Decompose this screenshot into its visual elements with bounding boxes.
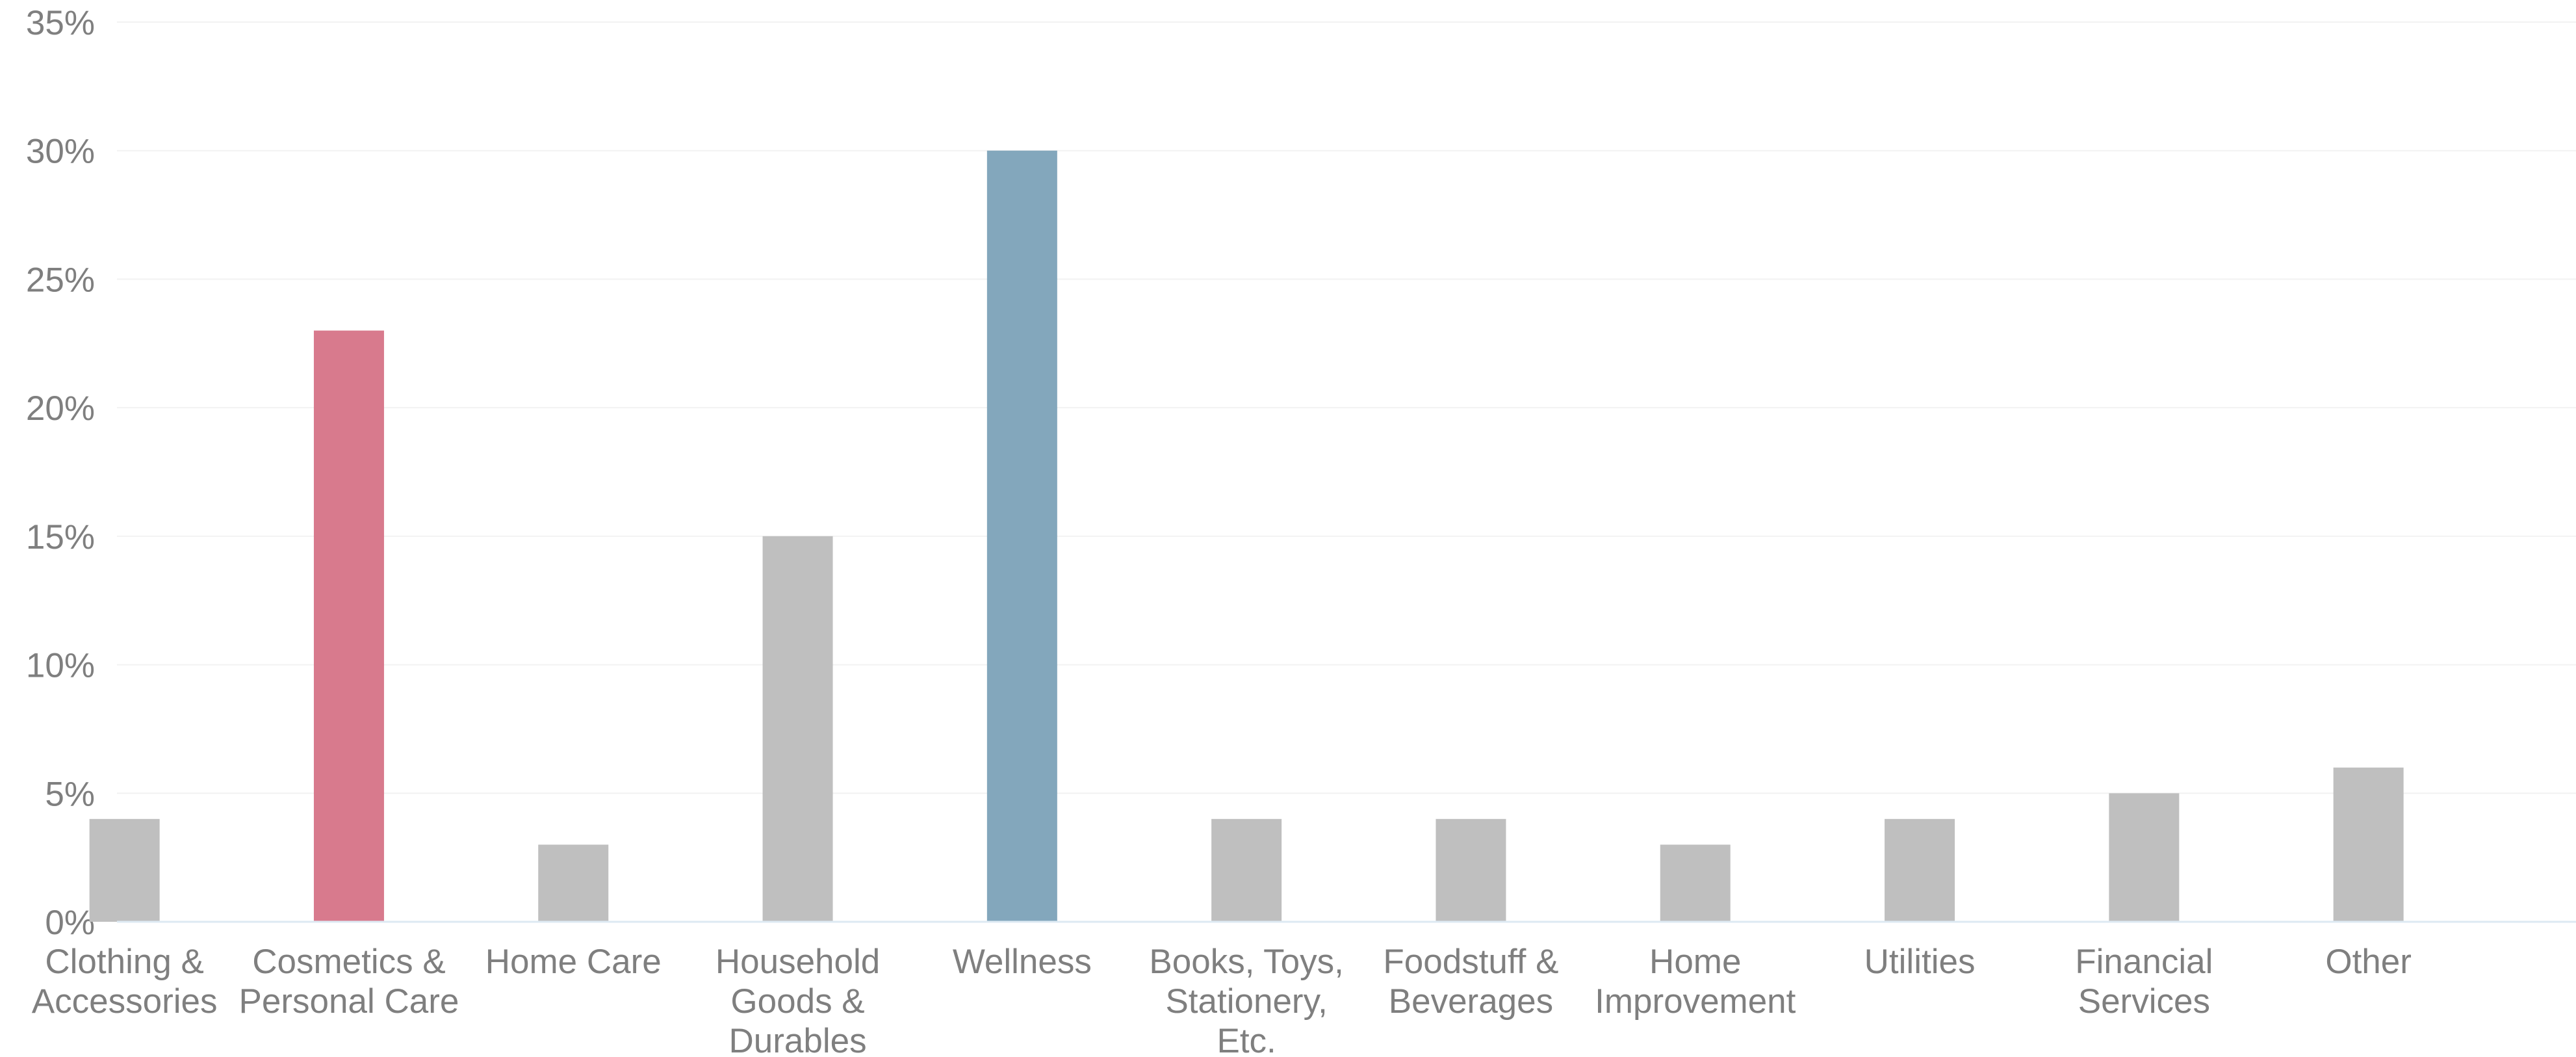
x-axis-category-labels: Clothing & Accessories Cosmetics & Personal… [32,943,2412,1057]
y-tick-label: 5% [45,775,95,813]
x-category-label: Utilities [1864,943,1976,981]
x-category-label: Clothing & Accessories [32,943,218,1021]
x-category-label: Financial Services [2075,943,2213,1021]
x-category-label: Wellness [953,943,1092,981]
grid-lines [117,21,2576,794]
y-tick-label: 35% [26,4,95,42]
x-category-label: Home Improvement [1595,943,1796,1021]
bars [89,150,2404,922]
bar [1885,818,1955,922]
bar [1436,818,1506,922]
y-tick-label: 30% [26,133,95,171]
y-axis-tick-labels: 0% 5% 10% 15% 20% 25% 30% 35% [26,4,95,942]
x-category-label: Foodstuff & Beverages [1383,943,1558,1021]
bar [89,818,160,922]
bar [313,330,384,922]
y-tick-label: 25% [26,261,95,299]
bar [2333,767,2404,922]
x-category-label: Books, Toys, Stationery, Etc. [1149,943,1344,1057]
y-tick-label: 20% [26,389,95,428]
bar [1660,844,1731,922]
x-category-label: Cosmetics & Personal Care [239,943,459,1021]
y-tick-label: 0% [45,904,95,942]
bar [538,844,609,922]
bar [1211,818,1282,922]
bar [986,150,1057,922]
x-category-label: Home Care [485,943,662,981]
x-category-label: Household Goods & Durables [715,943,880,1057]
bar [762,536,833,922]
bar [2109,793,2180,922]
y-tick-label: 15% [26,518,95,556]
y-tick-label: 10% [26,647,95,685]
x-category-label: Other [2325,943,2412,981]
